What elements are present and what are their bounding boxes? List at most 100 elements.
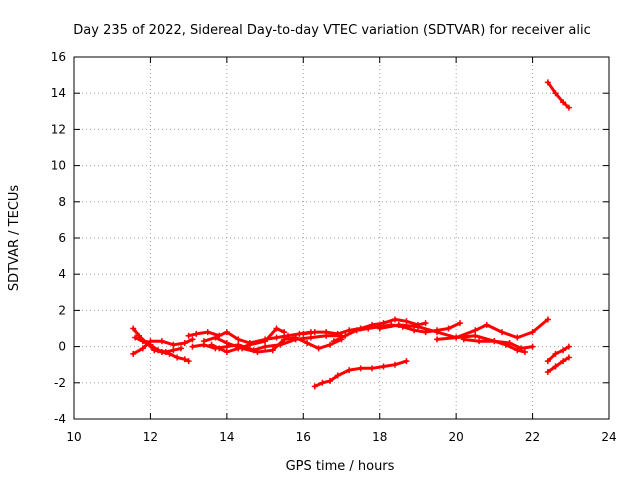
data-point <box>158 338 165 345</box>
data-point <box>269 347 276 354</box>
series-arc-11 <box>435 317 550 341</box>
data-point <box>304 339 311 346</box>
data-point <box>246 341 253 348</box>
data-point <box>460 336 467 343</box>
data-point <box>189 343 196 350</box>
data-point <box>552 90 559 97</box>
data-point <box>130 350 137 357</box>
y-tick-label: 2 <box>58 303 66 317</box>
data-point <box>185 358 192 365</box>
data-point <box>170 347 177 354</box>
y-tick-label: 0 <box>58 340 66 354</box>
x-tick-label: 10 <box>66 430 81 444</box>
data-point <box>334 372 341 379</box>
data-point <box>472 327 479 334</box>
data-point <box>560 99 567 106</box>
data-point <box>552 363 559 370</box>
data-point <box>181 339 188 346</box>
data-point <box>132 334 139 341</box>
data-point <box>139 338 146 345</box>
data-point <box>434 336 441 343</box>
data-point <box>565 343 572 350</box>
data-point <box>300 330 307 337</box>
data-point <box>434 329 441 336</box>
data-point <box>223 329 230 336</box>
data-point <box>476 338 483 345</box>
data-point <box>376 325 383 332</box>
data-point <box>208 341 215 348</box>
data-point <box>565 354 572 361</box>
data-point <box>521 349 528 356</box>
data-point <box>223 349 230 356</box>
data-point <box>369 365 376 372</box>
data-point <box>254 349 261 356</box>
data-point <box>323 329 330 336</box>
data-point <box>281 336 288 343</box>
data-point <box>514 347 521 354</box>
data-point <box>200 338 207 345</box>
x-tick-label: 18 <box>372 430 387 444</box>
data-point <box>544 79 551 86</box>
data-point <box>311 329 318 336</box>
x-tick-label: 12 <box>143 430 158 444</box>
x-tick-label: 14 <box>219 430 234 444</box>
data-point <box>189 336 196 343</box>
data-point <box>403 318 410 325</box>
data-point <box>223 339 230 346</box>
y-tick-label: 4 <box>58 267 66 281</box>
series-arc-13 <box>313 359 408 388</box>
data-point <box>445 325 452 332</box>
data-point <box>178 345 184 352</box>
series-group <box>130 79 572 390</box>
series-arc-15 <box>546 345 571 363</box>
data-point <box>311 383 318 390</box>
data-point <box>456 320 463 327</box>
data-point <box>216 345 223 352</box>
data-point <box>185 332 192 339</box>
y-axis-label: SDTVAR / TECUs <box>7 185 22 292</box>
data-point <box>147 341 154 348</box>
data-point <box>262 343 269 350</box>
data-point <box>170 341 177 348</box>
data-point <box>380 363 387 370</box>
data-point <box>319 379 326 386</box>
data-point <box>292 334 299 341</box>
data-point <box>502 341 509 348</box>
data-point <box>273 334 280 341</box>
grid <box>74 57 609 419</box>
data-point <box>411 327 418 334</box>
data-point <box>204 329 211 336</box>
data-point <box>342 332 349 339</box>
data-point <box>130 325 137 332</box>
data-point <box>514 334 521 341</box>
data-point <box>565 104 572 111</box>
plot-frame <box>73 56 610 420</box>
series-arc-14 <box>546 80 571 110</box>
x-tick-label: 20 <box>449 430 464 444</box>
data-point <box>162 349 169 356</box>
x-tick-label: 24 <box>601 430 616 444</box>
y-tick-label: -4 <box>54 412 66 426</box>
data-point <box>529 343 536 350</box>
data-point <box>346 367 353 374</box>
y-tick-label: 10 <box>51 159 66 173</box>
data-point <box>315 345 322 352</box>
data-point <box>353 327 360 334</box>
x-tick-label: 22 <box>525 430 540 444</box>
data-point <box>544 358 551 365</box>
series-arc-10 <box>378 323 535 350</box>
data-point <box>422 320 429 327</box>
data-point <box>552 350 559 357</box>
data-point <box>174 354 181 361</box>
y-tick-label: -2 <box>54 376 66 390</box>
y-tick-label: 6 <box>58 231 66 245</box>
data-point <box>212 334 219 341</box>
data-point <box>307 334 314 341</box>
data-point <box>281 329 288 336</box>
data-point <box>181 356 188 363</box>
data-point <box>330 338 337 345</box>
data-point <box>544 368 551 375</box>
data-point <box>491 338 498 345</box>
